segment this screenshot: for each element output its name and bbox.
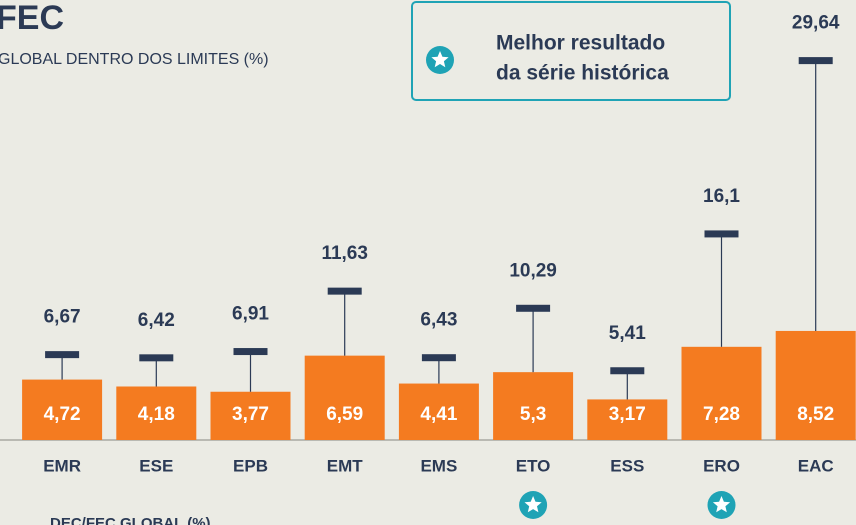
value-label: 5,3 [520, 404, 546, 425]
x-tick-label: EMR [43, 456, 81, 475]
legend-box [411, 1, 731, 101]
bar [587, 399, 668, 440]
legend-label: da série histórica [496, 62, 669, 85]
bar [493, 372, 574, 440]
value-label: 4,41 [420, 404, 457, 425]
bar [304, 355, 385, 440]
limit-marker [233, 348, 268, 356]
chart-title: FEC [0, 0, 64, 37]
best-badge-star [712, 496, 731, 513]
bar [681, 346, 762, 440]
bar [116, 386, 197, 440]
x-tick-label: EMT [327, 456, 364, 475]
x-tick-label: ESS [610, 456, 644, 475]
limit-marker [610, 367, 645, 375]
limit-marker [704, 230, 739, 238]
limit-marker [798, 57, 833, 65]
legend-icon-star [431, 51, 449, 68]
bar [775, 330, 856, 440]
limit-label: 11,63 [321, 243, 368, 264]
legend-label: Melhor resultado [496, 32, 665, 55]
value-label: 6,59 [326, 404, 363, 425]
limit-label: 5,41 [609, 323, 646, 344]
x-tick-label: EPB [233, 456, 268, 475]
x-tick-label: ERO [703, 456, 740, 475]
chart-subtitle: GLOBAL DENTRO DOS LIMITES (%) [0, 51, 269, 68]
limit-label: 6,91 [232, 304, 269, 325]
x-tick-label: EAC [798, 456, 834, 475]
bar [22, 379, 103, 440]
x-tick-label: EMS [420, 456, 457, 475]
bar [210, 391, 291, 440]
x-tick-label: ESE [139, 456, 173, 475]
limit-marker [139, 354, 174, 362]
limit-label: 16,1 [703, 186, 740, 207]
limit-label: 6,43 [420, 310, 457, 331]
limit-label: 6,42 [138, 310, 175, 331]
value-label: 8,52 [797, 404, 834, 425]
limit-marker [327, 287, 362, 295]
value-label: 7,28 [703, 404, 740, 425]
value-label: 4,72 [44, 404, 81, 425]
limit-label: 6,67 [44, 307, 81, 328]
bar [398, 383, 479, 440]
footer: DEC/FEC GLOBAL (%) [50, 515, 211, 525]
limit-label: 29,64 [792, 13, 840, 34]
value-label: 3,17 [609, 404, 646, 425]
value-label: 4,18 [138, 404, 175, 425]
x-tick-label: ETO [516, 456, 551, 475]
best-badge-star [524, 496, 542, 513]
limit-marker [421, 354, 456, 362]
limit-label: 10,29 [509, 260, 557, 281]
limit-marker [516, 304, 551, 312]
limit-marker [45, 351, 80, 359]
value-label: 3,77 [232, 404, 269, 425]
